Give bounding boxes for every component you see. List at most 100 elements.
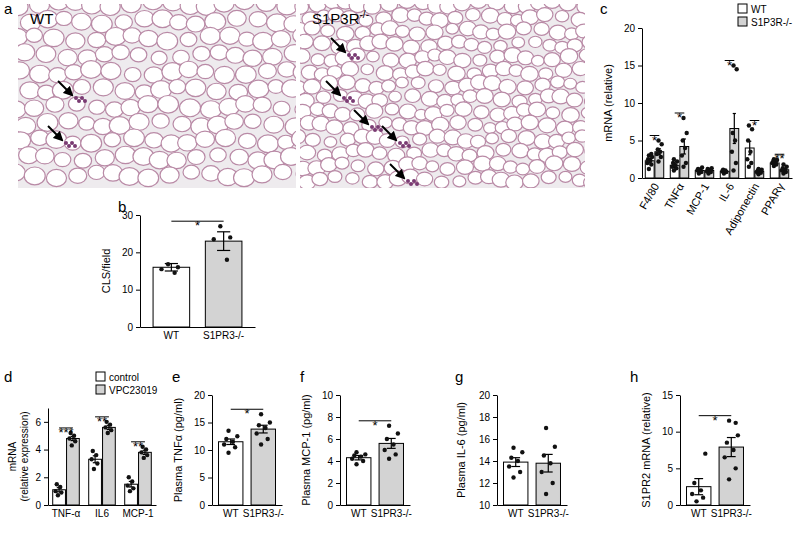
adipocyte [566,142,583,156]
data-point [727,477,731,481]
y-tick-mark [493,461,497,462]
x-tick-label: WT [164,330,180,341]
y-tick: 6 [327,434,340,445]
adipocyte [368,162,384,176]
adipocyte [357,143,374,158]
data-point [145,453,149,457]
error-bar-cap [217,250,230,251]
data-point [91,449,95,453]
legend: controlVPC23019 [96,372,158,396]
adipocyte [121,4,141,13]
y-tick-label: 20 [194,390,206,401]
x-tick: S1PR3-/- [528,508,569,519]
arrow [58,81,72,95]
adipocyte [481,8,499,23]
data-point [647,167,651,171]
data-point [539,470,543,474]
adipocyte [119,168,140,186]
x-tick: IL6 [95,508,109,519]
x-axis: TNF-αIL6MCP-1 [49,506,157,520]
adipocyte [195,131,214,147]
data-point [696,167,700,171]
x-tick-label: MCP-1 [684,181,712,217]
adipocyte [316,91,331,103]
adipocyte [564,78,577,89]
data-point [130,479,134,483]
nucleus [370,125,374,129]
x-tick: IL-6 [716,181,736,203]
nucleus [345,99,349,103]
panel: *0102030WTS1PR3-/-CLS/fieldb [100,198,256,341]
y-tick-label: 4 [35,444,41,455]
micrograph [300,4,585,188]
adipocyte [284,45,296,62]
plot-area [53,420,152,505]
y-tick-mark [336,395,340,396]
y-tick-mark [336,461,340,462]
x-axis: WTS1PR3-/- [681,506,752,520]
data-point [672,157,676,161]
data-point [684,131,688,135]
significance-label: ** [133,439,143,454]
data-point [747,165,751,169]
adipocyte [450,115,466,129]
nucleus [412,179,416,183]
y-axis-line [212,396,213,506]
data-point [544,492,548,496]
nucleus [373,128,377,132]
significance-label: *** [58,425,73,440]
error-bar-cap [694,478,703,479]
data-point [699,488,703,492]
adipocyte [64,136,81,150]
adipocyte [448,11,463,24]
adipocyte [43,29,64,47]
adipocyte [503,161,517,173]
data-point [736,433,740,437]
adipocyte [367,51,380,62]
adipocyte [580,161,585,174]
adipocyte [474,106,489,119]
adipocyte [139,30,158,46]
adipocyte [528,102,545,117]
data-point [56,493,60,497]
nucleus [80,96,84,100]
adipocyte [197,64,214,78]
y-tick-mark [493,439,497,440]
error-bar-cap [727,437,736,438]
data-point [212,237,216,241]
data-point [656,147,660,151]
adipocyte [215,129,235,146]
nucleus [401,144,405,148]
y-tick-label: 0 [667,500,673,511]
nucleus [353,53,357,57]
x-axis-line [213,505,283,506]
adipocyte [372,147,387,160]
error-bar-cap [727,456,736,457]
adipocyte [54,153,71,167]
adipocyte [576,24,585,38]
adipocyte [572,174,585,186]
nucleus [376,125,380,129]
data-point [142,456,146,460]
adipocyte [68,97,85,111]
x-axis-line [643,178,793,179]
image-label-superscript: -/- [360,9,369,20]
data-point [734,67,738,71]
adipocyte [334,107,350,121]
nucleus [83,99,87,103]
data-point [509,456,513,460]
y-tick-label: 10 [479,500,491,511]
y-tick-label: 10 [662,426,674,437]
x-tick-label: S1PR3-/- [711,508,752,519]
adipocyte [18,44,35,61]
data-point [706,167,710,171]
y-axis-line [680,396,681,506]
x-tick-label: S1PR3-/- [528,508,569,519]
data-point [659,155,663,159]
data-point [694,499,698,503]
y-tick-label: 2 [35,472,41,483]
data-point [359,454,363,458]
adipocyte [93,79,113,96]
data-point [646,157,650,161]
data-point [109,428,113,432]
